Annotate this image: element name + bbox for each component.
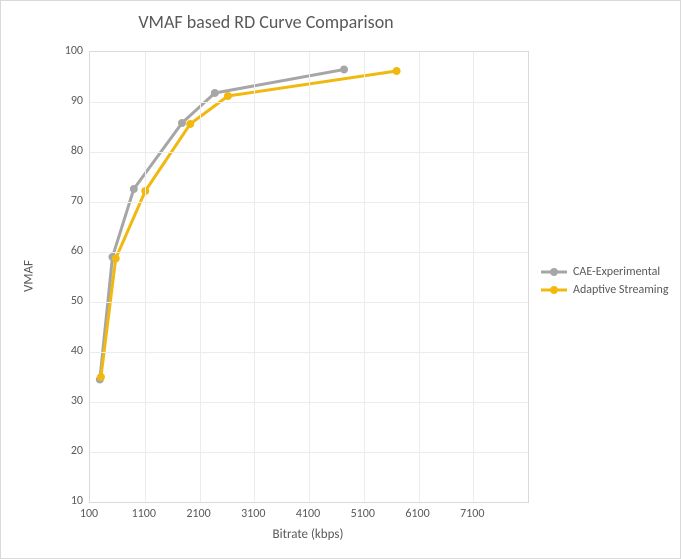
x-tick-label: 1100	[132, 507, 156, 521]
chart-frame: VMAF based RD Curve Comparison Bitrate (…	[0, 0, 681, 559]
gridline-v	[419, 52, 420, 502]
legend-swatch	[541, 284, 567, 296]
y-tick-label: 60	[43, 244, 83, 258]
gridline-v	[364, 52, 365, 502]
gridline-v	[473, 52, 474, 502]
plot-area	[89, 51, 529, 503]
series-marker	[224, 92, 232, 100]
y-tick-label: 40	[43, 344, 83, 358]
y-tick-label: 90	[43, 94, 83, 108]
x-tick-label: 5100	[351, 507, 375, 521]
y-tick-label: 80	[43, 144, 83, 158]
series-marker	[112, 255, 120, 263]
legend-swatch	[541, 266, 567, 278]
legend-item: Adaptive Streaming	[541, 283, 669, 297]
series-marker	[178, 119, 186, 127]
chart-title: VMAF based RD Curve Comparison	[1, 11, 531, 33]
series-marker	[393, 67, 401, 75]
x-tick-label: 6100	[405, 507, 429, 521]
series-marker	[211, 89, 219, 97]
x-tick-label: 100	[80, 507, 98, 521]
gridline-v	[145, 52, 146, 502]
series-marker	[130, 185, 138, 193]
legend: CAE-Experimental Adaptive Streaming	[541, 261, 669, 301]
series-line	[100, 70, 344, 380]
y-axis-title: VMAF	[22, 260, 37, 292]
y-tick-label: 30	[43, 394, 83, 408]
legend-label: CAE-Experimental	[573, 265, 660, 279]
legend-item: CAE-Experimental	[541, 265, 669, 279]
y-tick-label: 70	[43, 194, 83, 208]
y-tick-label: 100	[43, 44, 83, 58]
series-marker	[340, 66, 348, 74]
series-marker	[97, 373, 105, 381]
x-tick-label: 4100	[296, 507, 320, 521]
x-tick-label: 2100	[186, 507, 210, 521]
legend-label: Adaptive Streaming	[573, 283, 669, 297]
series-marker	[186, 120, 194, 128]
y-tick-label: 50	[43, 294, 83, 308]
x-tick-label: 3100	[241, 507, 265, 521]
gridline-v	[254, 52, 255, 502]
x-tick-label: 7100	[460, 507, 484, 521]
y-tick-label: 10	[43, 494, 83, 508]
x-axis-title: Bitrate (kbps)	[273, 527, 344, 542]
gridline-v	[309, 52, 310, 502]
gridline-v	[200, 52, 201, 502]
y-tick-label: 20	[43, 444, 83, 458]
